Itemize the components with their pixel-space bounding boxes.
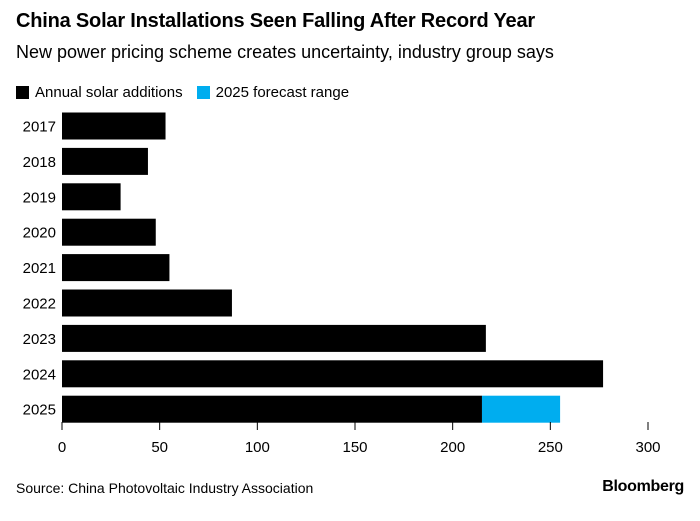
category-label-2024: 2024 bbox=[23, 366, 56, 383]
bar-forecast-2025 bbox=[481, 395, 561, 423]
category-label-2022: 2022 bbox=[23, 296, 56, 313]
x-tick-label-100: 100 bbox=[245, 439, 270, 456]
bar-annual-2021 bbox=[62, 254, 170, 282]
category-label-2019: 2019 bbox=[23, 189, 56, 206]
x-tick-label-50: 50 bbox=[151, 439, 168, 456]
source-note: Source: China Photovoltaic Industry Asso… bbox=[16, 480, 314, 496]
chart-title: China Solar Installations Seen Falling A… bbox=[16, 10, 535, 32]
legend-item-forecast: 2025 forecast range bbox=[196, 84, 350, 101]
bar-annual-2023 bbox=[62, 324, 486, 352]
x-tick-label-0: 0 bbox=[58, 439, 66, 456]
category-label-2020: 2020 bbox=[23, 225, 56, 242]
legend-label-forecast: 2025 forecast range bbox=[215, 84, 350, 101]
legend: Annual solar additions 2025 forecast ran… bbox=[16, 84, 363, 101]
legend-item-annual: Annual solar additions bbox=[16, 84, 183, 101]
bar-annual-2020 bbox=[62, 218, 156, 246]
category-label-2017: 2017 bbox=[23, 119, 56, 136]
category-label-2018: 2018 bbox=[23, 154, 56, 171]
bar-annual-2017 bbox=[62, 112, 166, 140]
legend-swatch-forecast bbox=[196, 86, 210, 99]
chart-subtitle: New power pricing scheme creates uncerta… bbox=[16, 42, 554, 62]
legend-swatch-annual bbox=[16, 86, 29, 99]
bar-annual-2018 bbox=[62, 147, 148, 175]
bar-annual-2024 bbox=[62, 360, 604, 388]
x-tick-label-250: 250 bbox=[538, 439, 563, 456]
category-label-2025: 2025 bbox=[23, 402, 56, 419]
category-label-2021: 2021 bbox=[23, 260, 56, 277]
bar-annual-2025 bbox=[62, 395, 482, 423]
legend-label-annual: Annual solar additions bbox=[35, 84, 183, 101]
x-tick-label-150: 150 bbox=[342, 439, 367, 456]
bloomberg-logo: Bloomberg bbox=[602, 478, 684, 495]
x-tick-label-200: 200 bbox=[440, 439, 465, 456]
bar-annual-2019 bbox=[62, 183, 121, 211]
bar-annual-2022 bbox=[62, 289, 232, 317]
category-label-2023: 2023 bbox=[23, 331, 56, 348]
x-tick-label-300: 300 bbox=[635, 439, 660, 456]
